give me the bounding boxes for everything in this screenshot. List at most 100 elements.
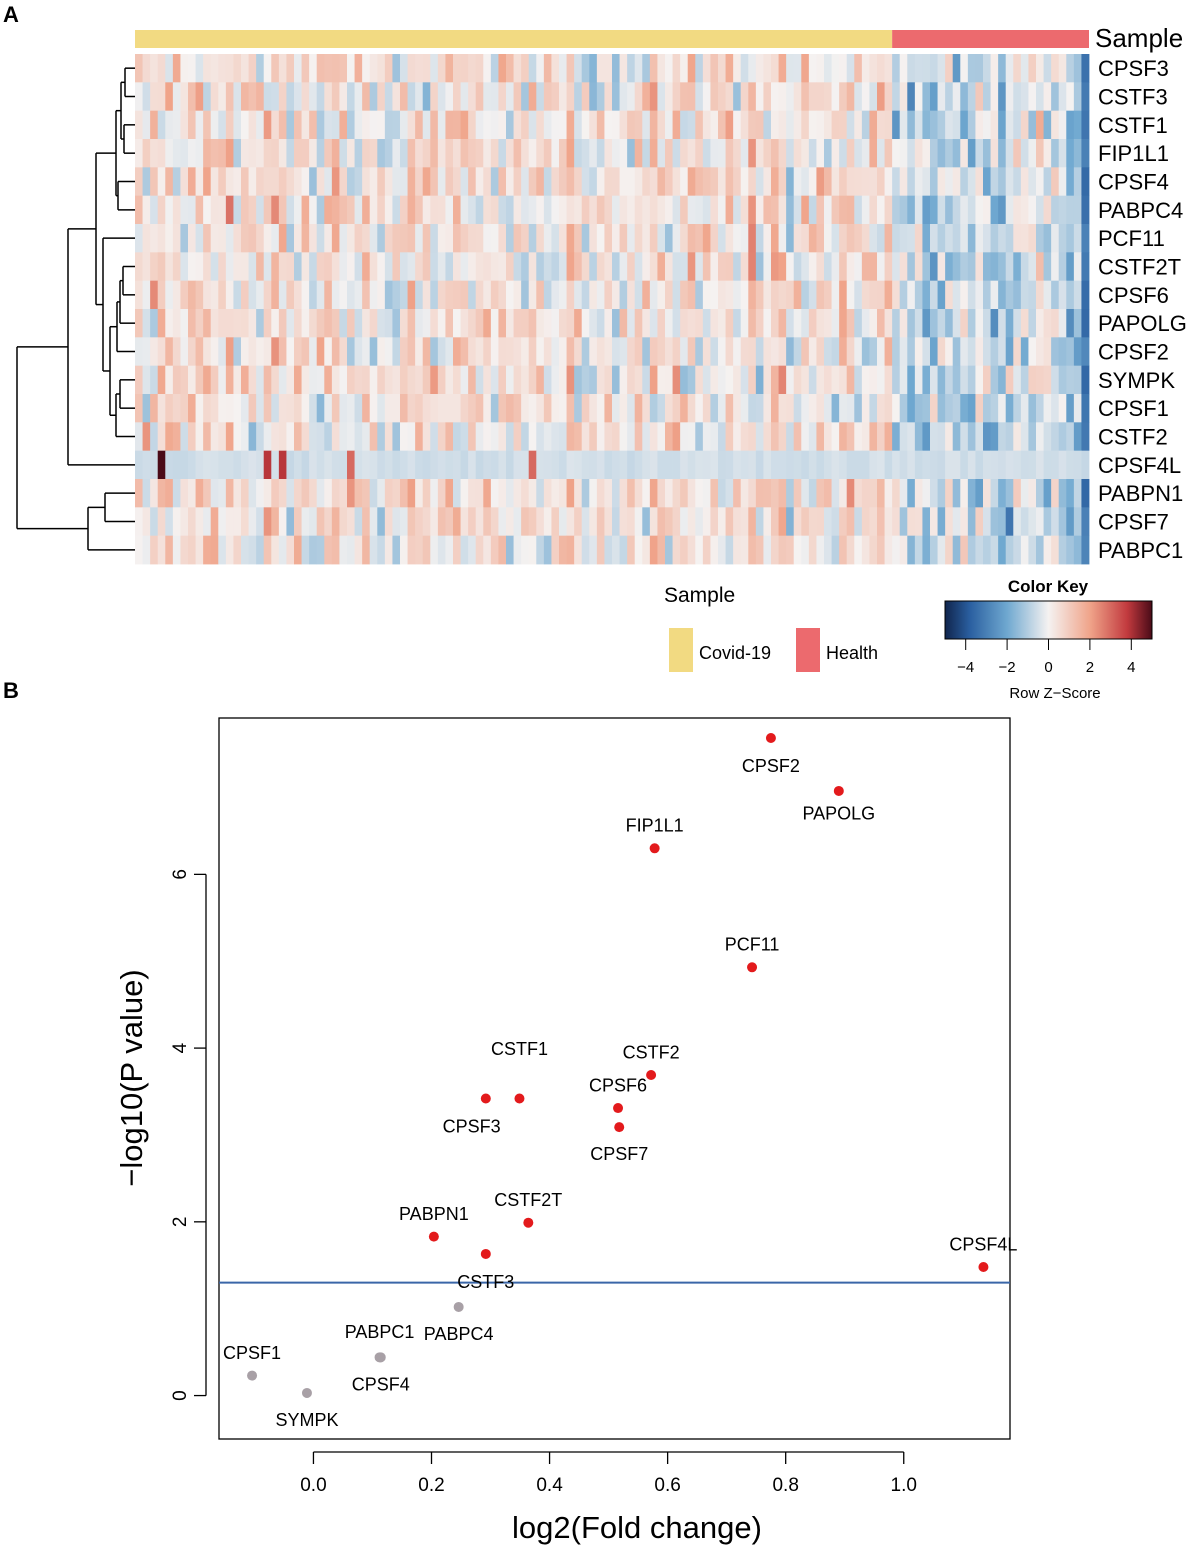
heatmap-cell [1066,280,1075,310]
heatmap-cell [998,139,1007,168]
heatmap-cell [793,110,802,140]
heatmap-cell [172,479,181,508]
heatmap-cell [687,365,696,395]
heatmap-cell [1043,394,1052,423]
heatmap-cell [649,252,658,282]
heatmap-cell [998,195,1007,225]
heatmap-cell [513,224,522,253]
heatmap-cell [899,309,908,338]
heatmap-cell [786,195,795,225]
heatmap-cell [634,54,643,83]
heatmap-cell [748,507,757,537]
heatmap-cell [513,54,522,83]
heatmap-cell [967,450,976,480]
heatmap-cell [914,450,923,480]
heatmap-cell [687,422,696,452]
heatmap-cell [551,224,560,253]
heatmap-cell [680,252,689,282]
heatmap-cell [135,337,143,367]
heatmap-cell [331,139,340,168]
heatmap-cell [142,195,151,225]
heatmap-cell [316,535,325,565]
heatmap-cell [740,139,749,168]
heatmap-cell [347,394,355,423]
heatmap-cell [816,479,825,508]
heatmap-cell [210,54,219,83]
heatmap-cell [415,309,424,338]
heatmap-cell [854,535,863,565]
heatmap-cell [808,450,817,480]
heatmap-cell [831,422,840,452]
heatmap-cell [763,54,772,83]
heatmap-cell [521,280,530,310]
heatmap-cell [551,139,560,168]
heatmap-cell [612,507,620,537]
heatmap-cell [808,139,817,168]
heatmap-cell [596,280,605,310]
heatmap-cell [233,394,242,423]
heatmap-cell [294,195,302,225]
heatmap-cell [309,309,318,338]
heatmap-cell [763,167,772,197]
heatmap-cell [241,309,249,338]
heatmap-cell [225,195,234,225]
heatmap-cell [195,280,204,310]
heatmap-cell [135,54,143,83]
heatmap-cell [1020,365,1029,395]
heatmap-cell [521,394,530,423]
heatmap-cell [331,309,340,338]
heatmap-cell [362,195,371,225]
heatmap-cell [437,195,446,225]
heatmap-cell [778,110,787,140]
heatmap-cell [634,82,643,112]
heatmap-cell [210,82,219,112]
heatmap-cell [248,139,257,168]
heatmap-cell [521,82,530,112]
heatmap-cell [460,195,469,225]
heatmap-cell [687,479,696,508]
heatmap-cell [407,535,416,565]
heatmap-cell [445,450,454,480]
heatmap-cell [1005,167,1014,197]
heatmap-cell [1073,337,1082,367]
heatmap-cell [188,394,196,423]
heatmap-cell [967,167,976,197]
heatmap-cell [498,394,507,423]
heatmap-cell [513,507,522,537]
heatmap-cell [180,224,189,253]
heatmap-cell [278,110,287,140]
heatmap-cell [339,167,348,197]
heatmap-cell [339,309,348,338]
heatmap-cell [142,54,151,83]
heatmap-cell [135,365,143,395]
heatmap-cell [914,167,923,197]
heatmap-cell [1073,167,1082,197]
heatmap-cell [831,280,840,310]
heatmap-cell [1013,110,1022,140]
heatmap-cell [559,422,567,452]
heatmap-cell [430,82,439,112]
heatmap-cell [543,167,552,197]
heatmap-cell [430,479,439,508]
heatmap-cell [218,365,227,395]
heatmap-cell [824,139,832,168]
heatmap-cell [725,507,734,537]
heatmap-cell [347,252,355,282]
heatmap-cell [1051,82,1060,112]
heatmap-cell [634,139,643,168]
heatmap-cell [1081,167,1090,197]
heatmap-cell [210,535,219,565]
heatmap-cell [278,450,287,480]
heatmap-cell [596,507,605,537]
heatmap-cell [172,139,181,168]
heatmap-cell [619,82,628,112]
heatmap-cell [619,365,628,395]
heatmap-cell [854,139,863,168]
heatmap-cell [786,252,795,282]
x-tick-label: 1.0 [891,1475,917,1496]
heatmap-cell [884,422,893,452]
heatmap-cell [218,167,227,197]
heatmap-cell [551,252,560,282]
heatmap-cell [983,82,991,112]
heatmap-cell [1081,252,1090,282]
